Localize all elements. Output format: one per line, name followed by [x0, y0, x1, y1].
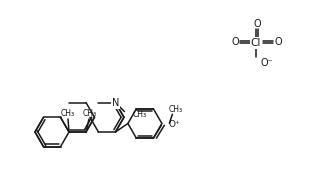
- Text: CH₃: CH₃: [61, 108, 75, 117]
- Text: CH₃: CH₃: [168, 105, 182, 114]
- Text: O⁻: O⁻: [261, 58, 274, 68]
- Text: CH₃: CH₃: [133, 110, 147, 119]
- Text: CH₃: CH₃: [83, 108, 97, 117]
- Text: O: O: [231, 37, 239, 47]
- Text: O⁺: O⁺: [168, 120, 180, 129]
- Text: O: O: [274, 37, 282, 47]
- Text: O: O: [253, 19, 261, 29]
- Text: Cl: Cl: [251, 38, 261, 48]
- Text: N: N: [112, 97, 119, 107]
